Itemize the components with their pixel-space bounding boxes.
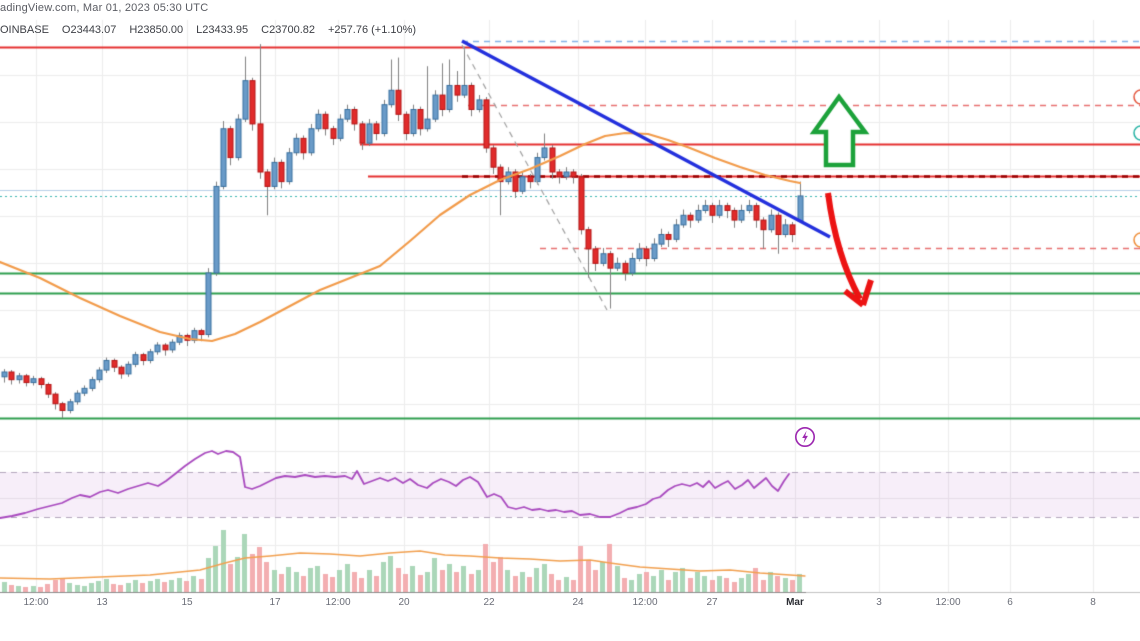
- low-value: L23433.95: [196, 24, 249, 36]
- time-axis-label: 13: [96, 597, 108, 608]
- time-axis-label: 12:00: [23, 597, 49, 608]
- time-axis-label: 8: [1090, 597, 1096, 608]
- exchange-label: OINBASE: [0, 24, 49, 36]
- time-axis-label: 12:00: [935, 597, 961, 608]
- open-value: O23443.07: [61, 24, 117, 36]
- alert-lightning-icon[interactable]: [794, 426, 816, 448]
- close-value: C23700.82: [261, 24, 315, 36]
- time-axis-label: 17: [269, 597, 281, 608]
- time-axis-label: 6: [1007, 597, 1013, 608]
- change-value: +257.76 (+1.10%): [328, 24, 417, 36]
- high-value: H23850.00: [129, 24, 184, 36]
- time-axis-label: 12:00: [325, 597, 351, 608]
- time-axis-label: 24: [572, 597, 584, 608]
- time-axis-label: 12:00: [632, 597, 658, 608]
- time-axis-label: Mar: [786, 597, 804, 608]
- time-axis-label: 27: [706, 597, 718, 608]
- ohlc-legend: OINBASE O23443.07 H23850.00 L23433.95 C2…: [0, 24, 416, 36]
- time-axis-label: 3: [876, 597, 882, 608]
- time-axis-label: 20: [398, 597, 410, 608]
- time-axis-label: 15: [181, 597, 193, 608]
- watermark-text: adingView.com, Mar 01, 2023 05:30 UTC: [0, 2, 209, 14]
- time-axis-label: 22: [483, 597, 495, 608]
